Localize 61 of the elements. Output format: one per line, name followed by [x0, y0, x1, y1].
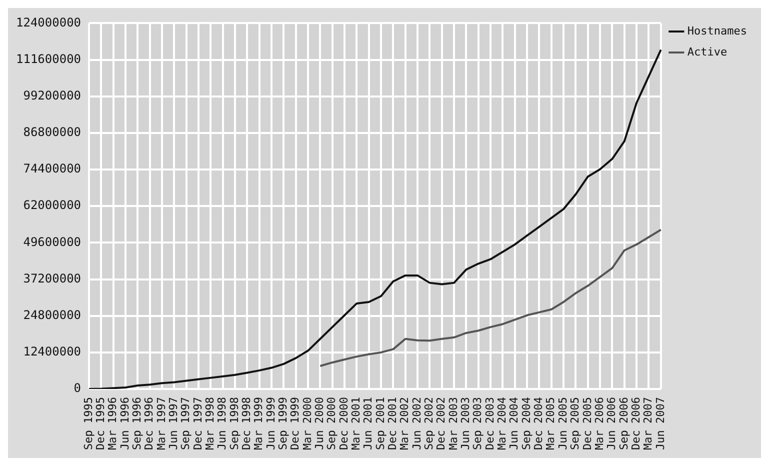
x-tick-label: Dec 2004 — [532, 396, 546, 450]
y-tick-label: 0 — [74, 381, 82, 396]
y-tick-label: 74400000 — [23, 162, 82, 176]
legend-label: Active — [687, 45, 728, 58]
x-tick-label: Jun 2003 — [459, 397, 472, 450]
x-tick-label: Dec 2002 — [434, 397, 448, 450]
x-tick-label: Dec 1995 — [94, 397, 108, 450]
x-tick-label: Mar 1999 — [252, 397, 266, 450]
x-tick-label: Dec 2003 — [483, 397, 496, 450]
x-tick-label: Dec 1999 — [288, 397, 302, 450]
x-tick-label: Jun 2006 — [605, 397, 618, 450]
x-tick-label: Jun 1999 — [264, 397, 278, 450]
y-tick-label: 49600000 — [23, 234, 82, 249]
x-tick-label: Sep 1996 — [130, 397, 144, 450]
x-tick-label: Jun 2001 — [362, 397, 375, 450]
legend-label: Hostnames — [687, 24, 748, 38]
x-tick-label: Sep 1995 — [82, 397, 95, 450]
x-tick-label: Sep 2001 — [374, 397, 387, 450]
x-tick-label: Sep 2005 — [568, 397, 582, 450]
x-tick-label: Mar 2000 — [300, 397, 314, 450]
y-tick-label: 111600000 — [16, 52, 82, 66]
x-tick-label: Dec 1996 — [142, 397, 156, 450]
x-tick-label: Dec 1998 — [240, 397, 254, 450]
y-tick-label: 37200000 — [23, 271, 82, 286]
x-tick-label: Dec 1997 — [191, 397, 204, 450]
x-tick-label: Jun 2005 — [556, 397, 570, 450]
y-tick-label: 124000000 — [16, 15, 82, 30]
x-tick-label: Mar 2002 — [398, 397, 412, 450]
y-tick-label: 86800000 — [23, 125, 82, 140]
x-tick-label: Jun 2007 — [654, 397, 667, 450]
y-tick-label: 12400000 — [23, 344, 82, 359]
x-tick-label: Mar 2004 — [496, 396, 509, 450]
x-tick-label: Jun 1996 — [118, 397, 132, 450]
x-tick-label: Mar 2001 — [350, 397, 363, 450]
x-tick-label: Mar 1997 — [154, 397, 168, 450]
x-tick-label: Jun 1998 — [216, 397, 229, 450]
x-tick-label: Sep 2002 — [422, 397, 436, 450]
x-tick-label: Jun 1997 — [167, 397, 180, 450]
y-tick-label: 62000000 — [23, 198, 82, 212]
x-tick-label: Jun 2004 — [508, 396, 521, 450]
x-tick-label: Jun 2002 — [410, 397, 424, 450]
x-tick-label: Sep 1997 — [179, 397, 192, 450]
x-tick-label: Mar 1998 — [204, 397, 217, 450]
x-tick-label: Dec 2000 — [337, 397, 350, 450]
x-tick-label: Sep 1999 — [276, 397, 290, 450]
x-tick-label: Mar 2005 — [544, 397, 558, 450]
x-tick-label: Sep 1998 — [228, 397, 241, 450]
x-tick-label: Sep 2003 — [471, 397, 484, 450]
x-tick-label: Mar 2003 — [446, 397, 460, 450]
x-tick-label: Dec 2006 — [629, 397, 642, 450]
x-tick-label: Dec 2005 — [580, 397, 594, 450]
x-tick-label: Sep 2006 — [617, 397, 630, 450]
x-tick-label: Sep 2000 — [325, 397, 338, 450]
x-tick-label: Sep 2004 — [520, 396, 533, 450]
y-tick-label: 24800000 — [23, 308, 82, 322]
x-tick-label: Mar 2007 — [642, 397, 655, 450]
x-tick-label: Dec 2001 — [386, 397, 400, 450]
x-tick-label: Jun 2000 — [313, 397, 326, 450]
y-tick-label: 99200000 — [23, 88, 82, 102]
x-tick-label: Mar 1996 — [106, 397, 120, 450]
x-tick-label: Mar 2006 — [592, 397, 606, 450]
